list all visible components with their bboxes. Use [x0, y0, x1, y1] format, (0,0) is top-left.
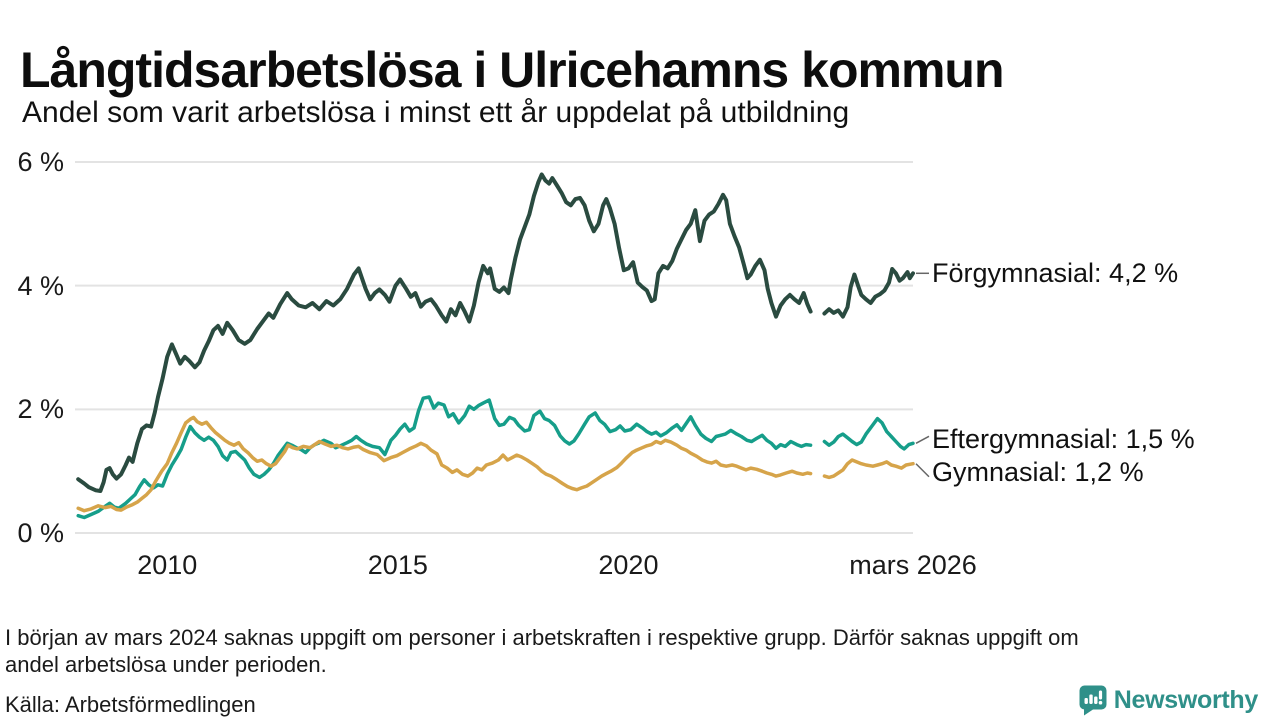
series-line-eftergymnasial [822, 416, 915, 451]
series-lines [76, 172, 915, 520]
series-line-förgymnasial [822, 267, 915, 319]
series-line-gymnasial [822, 458, 915, 480]
page-title: Långtidsarbetslösa i Ulricehamns kommun [20, 41, 1005, 98]
series-label-gymnasial: Gymnasial: 1,2 % [932, 456, 1144, 487]
footnote: I början av mars 2024 saknas uppgift om … [5, 624, 1255, 678]
footnote-line-1: I början av mars 2024 saknas uppgift om … [5, 625, 1079, 650]
series-line-förgymnasial [76, 172, 813, 493]
leader-lines [915, 272, 930, 478]
y-tick-label: 2 % [17, 394, 64, 425]
x-tick-label: 2020 [598, 550, 659, 580]
series-label-eftergymnasial: Eftergymnasial: 1,5 % [932, 424, 1195, 455]
leader-line [915, 463, 930, 478]
x-tick-label: 2010 [137, 550, 198, 580]
y-tick-label: 6 % [17, 147, 64, 177]
x-tick-label: 2015 [367, 550, 428, 580]
series-line-gymnasial [76, 415, 813, 513]
source-credit: Källa: Arbetsförmedlingen [5, 692, 256, 717]
leader-line [915, 435, 930, 445]
newsworthy-logo-text: Newsworthy [1113, 685, 1259, 714]
y-tick-label: 0 % [17, 518, 64, 548]
series-line-eftergymnasial [76, 395, 813, 520]
footnote-line-2: andel arbetslösa under perioden. [5, 652, 327, 677]
series-label-förgymnasial: Förgymnasial: 4,2 % [932, 258, 1179, 289]
y-tick-label: 4 % [17, 270, 64, 301]
newsworthy-branding: Newsworthy [1079, 684, 1258, 716]
gridlines [75, 161, 913, 534]
x-tick-label: mars 2026 [849, 550, 977, 580]
newsworthy-logo-icon [1079, 685, 1107, 715]
chart-subtitle: Andel som varit arbetslösa i minst ett å… [22, 96, 850, 129]
